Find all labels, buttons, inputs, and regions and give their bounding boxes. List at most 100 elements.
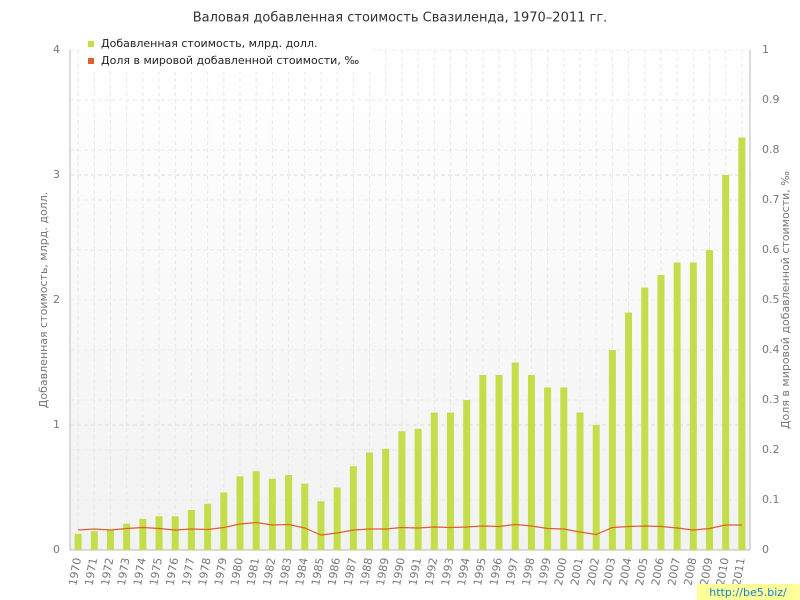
y-tick-label: 0 (53, 543, 60, 556)
y2-tick-label: 0.3 (762, 393, 780, 406)
y-tick-label: 4 (53, 43, 60, 56)
y2-tick-label: 0.2 (762, 443, 780, 456)
x-tick-label: 1985 (309, 557, 327, 587)
x-tick-label: 2005 (633, 557, 651, 587)
x-tick-label: 1993 (439, 557, 457, 587)
bar (706, 250, 714, 550)
bar (268, 478, 276, 550)
x-tick-label: 1970 (66, 557, 84, 587)
x-tick-label: 1977 (180, 557, 198, 587)
x-tick-label: 2000 (552, 557, 570, 587)
bar (414, 428, 422, 550)
x-tick-label: 1999 (536, 557, 554, 587)
bar (301, 483, 309, 550)
x-tick-label: 2002 (584, 557, 602, 587)
x-tick-label: 1987 (342, 557, 360, 587)
y2-tick-label: 0.5 (762, 293, 780, 306)
legend-marker (88, 41, 94, 47)
bar (333, 487, 341, 550)
legend-label: Добавленная стоимость, млрд. долл. (101, 37, 317, 50)
x-tick-label: 1971 (83, 557, 101, 587)
x-tick-label: 1994 (455, 557, 473, 587)
x-tick-label: 2009 (698, 557, 716, 587)
line (78, 521, 742, 536)
bar (398, 431, 406, 550)
y-tick-label: 2 (53, 293, 60, 306)
x-tick-label: 1979 (212, 557, 230, 587)
y-tick-label: 3 (53, 168, 60, 181)
x-tick-label: 2001 (568, 557, 586, 587)
x-tick-label: 1982 (261, 557, 279, 587)
y2-tick-label: 0.7 (762, 193, 780, 206)
bar (236, 476, 244, 550)
x-tick-label: 2011 (730, 557, 748, 587)
legend: Добавленная стоимость, млрд. долл. Доля в… (80, 34, 372, 72)
bar (187, 510, 195, 550)
bar (171, 516, 179, 550)
bar (689, 262, 697, 550)
bar (349, 466, 357, 550)
x-tick-label: 1983 (277, 557, 295, 587)
bar (511, 362, 519, 550)
x-tick-label: 2010 (714, 557, 732, 587)
x-tick-label: 2008 (682, 557, 700, 587)
chart-title: Валовая добавленная стоимость Свазиленда… (193, 11, 608, 26)
x-tick-label: 1989 (374, 557, 392, 587)
y2-axis-label: Доля в мировой добавленной стоимости, ‰ (779, 171, 792, 429)
bar (479, 375, 487, 550)
bar (544, 387, 552, 550)
x-tick-label: 1986 (325, 557, 343, 587)
watermark-bg (697, 584, 800, 600)
legend-label: Доля в мировой добавленной стоимости, ‰ (101, 54, 359, 67)
bar (382, 448, 390, 550)
plot: 0123400.10.20.30.40.50.60.70.80.91197019… (53, 43, 780, 587)
x-tick-label: 2003 (601, 557, 619, 587)
bar (106, 530, 114, 550)
bar (527, 375, 535, 550)
x-tick-label: 2007 (665, 557, 683, 587)
bar (90, 531, 98, 550)
bar (317, 501, 325, 550)
bar (576, 412, 584, 550)
bar (673, 262, 681, 550)
bar (625, 312, 633, 550)
bar (608, 350, 616, 550)
x-tick-label: 1980 (228, 557, 246, 587)
bar (641, 287, 649, 550)
bar (722, 175, 730, 550)
x-tick-label: 1984 (293, 557, 311, 587)
x-tick-label: 1992 (423, 557, 441, 587)
x-tick-label: 2004 (617, 557, 635, 587)
x-tick-label: 1973 (115, 557, 133, 587)
x-tick-label: 1981 (244, 557, 262, 587)
y2-tick-label: 0.6 (762, 243, 780, 256)
x-tick-label: 1974 (131, 557, 149, 587)
x-tick-label: 1998 (520, 557, 538, 587)
bar (204, 503, 212, 550)
bar (366, 452, 374, 550)
y2-tick-label: 0.1 (762, 493, 780, 506)
x-tick-label: 1972 (99, 557, 117, 587)
bar (155, 516, 163, 550)
x-tick-label: 1976 (163, 557, 181, 587)
x-tick-label: 1997 (503, 557, 521, 587)
bar (139, 518, 147, 550)
watermark: http://be5.biz/ (709, 586, 787, 599)
bar (463, 400, 471, 550)
y-axis-label: Добавленная стоимость, млрд. долл. (37, 192, 50, 408)
bar (495, 375, 503, 550)
bar (74, 533, 82, 550)
x-tick-label: 1988 (358, 557, 376, 587)
x-tick-label: 1978 (196, 557, 214, 587)
x-tick-label: 1996 (487, 557, 505, 587)
y2-tick-label: 0.8 (762, 143, 780, 156)
y2-tick-label: 0.4 (762, 343, 780, 356)
bar (560, 387, 568, 550)
x-tick-label: 1975 (147, 557, 165, 587)
x-tick-label: 1990 (390, 557, 408, 587)
bar (285, 475, 293, 550)
x-tick-label: 2006 (649, 557, 667, 587)
y2-tick-label: 0 (762, 543, 769, 556)
bar (123, 523, 131, 550)
